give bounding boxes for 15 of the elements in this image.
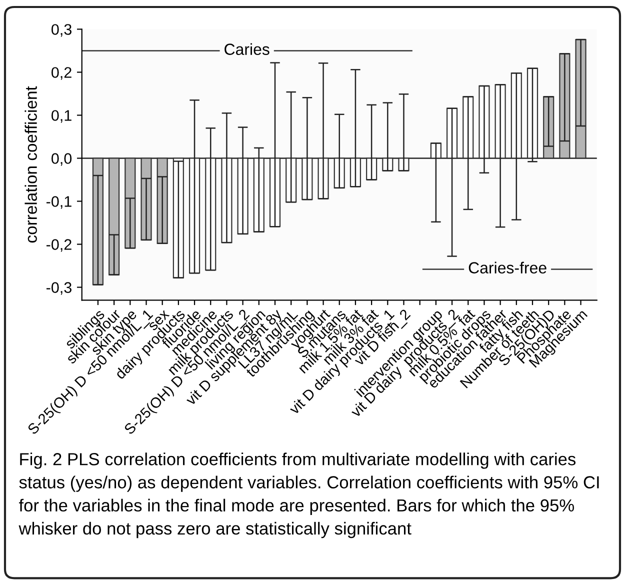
y-tick-label: 0,2 [52, 67, 72, 80]
y-axis-title: correlation coefficient [24, 86, 37, 243]
y-tick-label: 0,0 [52, 153, 72, 166]
caption: Fig. 2 PLS correlation coefficients from multivariate modelling with caries status (yes/no) as dependent variables. Correlation coefficients with 95% CI for the variables in the final mode are presented. Bars for which the 95% whisker do not pass zero are statistically significant [18, 452, 599, 538]
bar [269, 158, 281, 228]
bar [188, 158, 200, 274]
y-tick-label: 0,3 [52, 24, 72, 37]
y-tick-label: -0,1 [46, 196, 72, 209]
bar [510, 72, 522, 159]
y-tick-label: 0,1 [52, 110, 72, 123]
ref-line-label: Caries [224, 43, 270, 55]
y-tick-label: -0,3 [46, 282, 72, 295]
bar [108, 158, 120, 276]
ref-line-label: Caries-free [468, 262, 546, 274]
y-tick-label: -0,2 [46, 239, 72, 252]
